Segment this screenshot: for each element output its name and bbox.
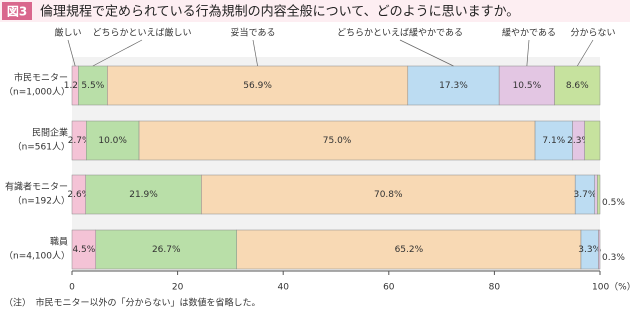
bar-segment	[138, 120, 536, 161]
bar-segment	[95, 229, 237, 270]
bar-segment	[107, 65, 409, 106]
value-label: 4.5%	[72, 245, 95, 255]
legend-label: 分からない	[570, 28, 615, 39]
category-sample-size: （n=192人）	[13, 196, 70, 207]
title-band	[0, 0, 630, 22]
x-tick-label: 0	[69, 283, 75, 293]
legend-label: 妥当である	[231, 27, 276, 39]
category-label: 市民モニター	[14, 72, 68, 84]
legend-label: 緩やかである	[502, 27, 556, 39]
value-label: 0.3%	[602, 253, 625, 263]
category-sample-size: （n=561人）	[13, 142, 70, 153]
category-sample-size: （n=1,000人）	[4, 87, 70, 98]
bar-segment	[594, 174, 598, 215]
value-label: 10.0%	[98, 136, 127, 146]
category-sample-size: （n=4,100人）	[4, 251, 70, 262]
value-label: 3.7%	[574, 190, 597, 200]
value-label: 75.0%	[323, 136, 352, 146]
bar-segment	[554, 65, 601, 106]
x-tick-label: 40	[277, 283, 289, 293]
footnote: （注） 市民モニター以外の「分からない」は数値を省略した。	[4, 297, 261, 309]
value-label: 56.9%	[243, 81, 272, 91]
bar-segment	[534, 120, 573, 161]
value-label: 0.5%	[602, 198, 625, 208]
bar-segment	[86, 120, 140, 161]
bar-segment	[407, 65, 500, 106]
value-label: 65.2%	[395, 245, 424, 255]
legend-leader	[92, 39, 143, 67]
value-label: 10.5%	[513, 81, 542, 91]
legend-leader	[576, 39, 594, 67]
x-tick-label: 80	[489, 283, 501, 293]
value-label: 2.6%	[67, 190, 90, 200]
bar-segment	[236, 229, 582, 270]
legend-leader	[526, 39, 530, 67]
bar-segment	[598, 229, 601, 270]
legend-leader	[67, 39, 76, 67]
x-tick-label: 20	[172, 283, 184, 293]
category-label: 民間企業	[32, 127, 68, 139]
legend-label: どちらかといえば緩やかである	[337, 27, 463, 39]
bar-segment	[85, 174, 202, 215]
bar-segment	[597, 174, 601, 215]
value-label: 3.3%	[578, 245, 601, 255]
value-label: 5.5%	[81, 81, 104, 91]
x-tick-label: 100（%）	[592, 282, 630, 293]
figure-label: 図3	[7, 5, 27, 19]
figure-tag	[2, 2, 32, 20]
legend-label: どちらかといえば厳しい	[92, 27, 191, 39]
value-label: 1.2%	[64, 81, 87, 91]
value-label: 8.6%	[566, 81, 589, 91]
legend-leader	[399, 39, 454, 67]
value-label: 17.3%	[439, 81, 468, 91]
category-label: 有識者モニター	[5, 181, 68, 193]
value-label: 21.9%	[129, 190, 158, 200]
bar-segment	[584, 120, 601, 161]
value-label: 7.1%	[542, 136, 565, 146]
x-tick-label: 60	[383, 283, 395, 293]
bar-segment	[201, 174, 576, 215]
legend-label: 厳しい	[54, 27, 81, 39]
category-label: 職員	[50, 237, 68, 248]
bar-segment	[498, 65, 555, 106]
chart-title: 倫理規程で定められている行為規制の内容全般について、どのように思いますか。	[40, 4, 519, 20]
legend-leader	[252, 39, 258, 67]
bar-segment	[78, 65, 108, 106]
value-label: 70.8%	[374, 190, 403, 200]
value-label: 2.3%	[567, 136, 590, 146]
value-label: 2.7%	[68, 136, 91, 146]
value-label: 26.7%	[152, 245, 181, 255]
